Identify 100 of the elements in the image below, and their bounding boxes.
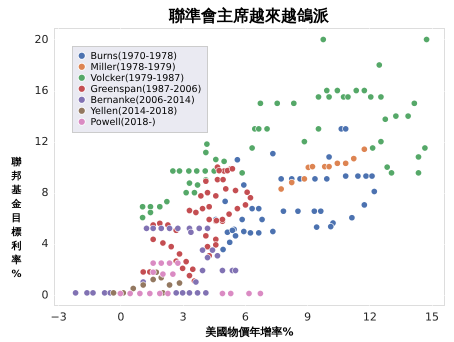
point <box>166 282 174 288</box>
point <box>166 260 174 267</box>
point <box>158 224 165 232</box>
point <box>156 290 164 297</box>
point <box>368 172 376 180</box>
point <box>238 216 246 223</box>
point <box>234 156 241 164</box>
point <box>203 140 210 148</box>
point <box>185 168 192 174</box>
point <box>186 207 193 214</box>
y-tick-label: 20 <box>34 32 48 46</box>
legend-label: Volcker(1979-1987) <box>90 72 184 84</box>
point <box>146 290 154 297</box>
point <box>423 36 430 43</box>
point <box>202 232 210 240</box>
point <box>212 241 220 248</box>
point <box>176 250 183 258</box>
point <box>182 258 190 266</box>
y-tick-label: 8 <box>42 186 48 200</box>
point <box>163 198 170 206</box>
point <box>246 194 254 202</box>
point <box>101 289 108 296</box>
point <box>342 160 350 167</box>
point <box>382 116 389 123</box>
point <box>90 289 96 296</box>
point <box>334 87 341 94</box>
point <box>354 172 362 180</box>
point <box>194 289 202 296</box>
point <box>206 203 213 210</box>
point <box>220 158 228 165</box>
point <box>312 175 318 182</box>
point <box>202 168 209 174</box>
text: 聯邦基金目標利率% <box>11 157 22 280</box>
point <box>415 169 422 176</box>
point <box>190 189 198 196</box>
point <box>232 232 239 240</box>
point <box>209 246 216 254</box>
x-tick-label: 3 <box>180 310 187 324</box>
point <box>199 267 206 274</box>
point <box>194 182 202 188</box>
point <box>176 168 183 174</box>
point <box>164 290 172 297</box>
point <box>193 168 200 174</box>
point <box>342 172 350 180</box>
point <box>269 228 276 235</box>
point <box>244 188 251 196</box>
y-tick-label: 12 <box>34 135 48 148</box>
y-tick-label: 4 <box>42 237 48 250</box>
point <box>392 112 400 120</box>
point <box>130 285 137 292</box>
point <box>204 224 211 232</box>
point <box>232 187 239 194</box>
point <box>216 167 223 174</box>
point <box>274 100 281 107</box>
point <box>159 240 166 246</box>
x-tick-label: 15 <box>425 310 440 324</box>
point <box>232 267 239 274</box>
point <box>206 216 213 223</box>
point <box>352 87 360 94</box>
point <box>143 224 150 232</box>
point <box>150 276 157 283</box>
point <box>294 208 302 215</box>
point <box>238 169 246 176</box>
point <box>226 210 233 218</box>
x-axis-title: 美國物價年增率% <box>204 326 294 338</box>
point <box>140 282 147 288</box>
point <box>248 144 256 152</box>
chart-title: 聯準會主席越來越鴿派 <box>168 6 330 25</box>
point <box>172 289 180 296</box>
point <box>278 175 285 182</box>
x-tick-label: 0 <box>117 310 124 324</box>
point <box>300 138 308 146</box>
point <box>186 180 193 187</box>
legend-label: Bernanke(2006-2014) <box>90 94 195 106</box>
point <box>327 223 334 230</box>
point <box>370 188 378 195</box>
point <box>156 203 164 210</box>
point <box>136 290 144 297</box>
point <box>376 62 383 68</box>
point <box>404 112 412 120</box>
y-tick-label: 0 <box>42 288 48 302</box>
x-tick-label: 12 <box>362 310 377 324</box>
point <box>317 208 324 215</box>
point <box>169 168 176 174</box>
point <box>280 208 287 215</box>
point <box>197 192 204 200</box>
point <box>159 270 166 278</box>
point <box>410 100 418 107</box>
x-tick-label: 9 <box>304 310 312 324</box>
point <box>212 156 220 163</box>
point <box>384 164 391 171</box>
point <box>288 179 296 186</box>
point <box>300 175 308 182</box>
point <box>176 280 183 286</box>
point <box>310 208 318 215</box>
point <box>348 214 356 222</box>
point <box>344 93 352 100</box>
point <box>220 246 227 253</box>
point <box>255 205 262 212</box>
point <box>362 172 370 180</box>
